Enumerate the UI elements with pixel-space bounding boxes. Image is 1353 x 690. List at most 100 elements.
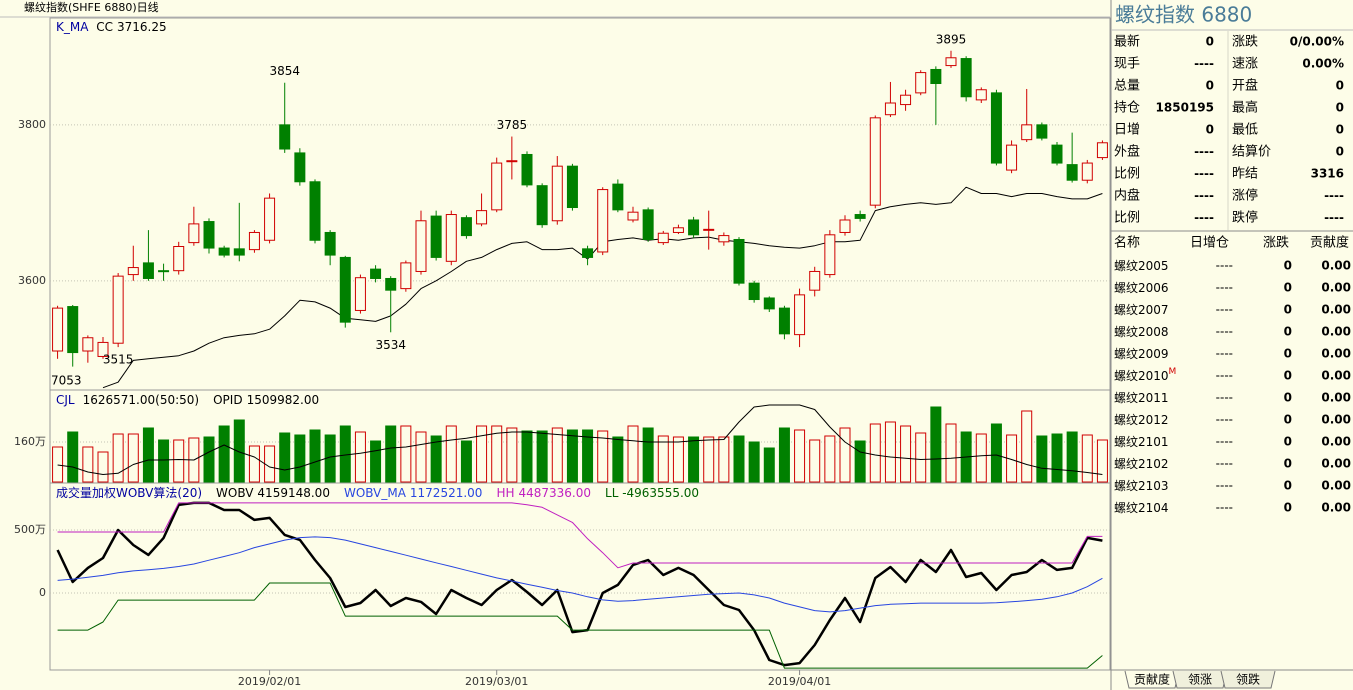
candle-body xyxy=(82,337,94,352)
candle-body xyxy=(597,189,609,253)
candle-body xyxy=(354,277,366,311)
volume-bar xyxy=(975,433,987,483)
contract-oi: ---- xyxy=(1216,369,1233,383)
volume-bar xyxy=(415,431,427,483)
contract-name-text: 螺纹2007 xyxy=(1114,303,1169,317)
date-label: 2019/04/01 xyxy=(768,675,831,688)
candle-body xyxy=(67,306,79,354)
contract-oi: ---- xyxy=(1216,391,1233,405)
candle-body xyxy=(324,231,336,256)
contract-share: 0.00 xyxy=(1321,435,1351,449)
contract-name-text: 螺纹2008 xyxy=(1114,325,1169,339)
candle-body xyxy=(264,197,276,241)
series-readout: -4963555.00 xyxy=(622,486,699,500)
indicator-readout: 1626571.00(50:50) xyxy=(83,393,199,407)
candle-body xyxy=(930,68,942,85)
candle-body xyxy=(400,262,412,290)
panel-header: 成交量加权WOBV算法(20) WOBV 4159148.00 WOBV_MA 1172… xyxy=(56,485,699,500)
extreme-label: 3534 xyxy=(375,338,406,352)
tab[interactable]: 贡献度 xyxy=(1134,672,1170,687)
volume-bar xyxy=(703,436,715,483)
volume-bar xyxy=(1021,410,1033,483)
candle-body xyxy=(975,89,987,101)
tab[interactable]: 领跌 xyxy=(1236,672,1260,687)
candle-body xyxy=(794,294,806,336)
candle-body xyxy=(990,92,1002,164)
candle-body xyxy=(430,215,442,258)
volume-bar xyxy=(718,436,730,483)
series-readout: 4487336.00 xyxy=(518,486,591,500)
quote-label: 昨结 xyxy=(1232,167,1258,182)
ma-readout: 3716.25 xyxy=(117,20,167,34)
indicator-name: K_MA xyxy=(56,20,89,34)
candle-body xyxy=(385,277,397,291)
quote-label: 比例 xyxy=(1114,211,1140,226)
volume-bar xyxy=(945,423,957,483)
contract-name-text: 螺纹2010 xyxy=(1114,369,1169,383)
volume-bar xyxy=(566,429,578,483)
volume-bar xyxy=(627,425,639,483)
volume-bar xyxy=(990,423,1002,483)
quote-value: ---- xyxy=(1194,189,1214,203)
panel-header: CJL 1626571.00(50:50) OPID 1509982.00 xyxy=(56,393,319,407)
extreme-label: 3895 xyxy=(936,32,967,46)
quote-label: 涨停 xyxy=(1232,188,1258,204)
candle-body xyxy=(748,282,760,301)
quote-value: ---- xyxy=(1324,189,1344,203)
contract-name: 螺纹2104 xyxy=(1114,501,1169,515)
candle-body xyxy=(763,297,775,310)
contract-name-text: 螺纹2011 xyxy=(1114,391,1169,405)
volume-bar xyxy=(506,427,518,483)
quote-label: 外盘 xyxy=(1114,144,1140,160)
contract-oi: ---- xyxy=(1216,259,1233,273)
series-readout: 4159148.00 xyxy=(257,486,330,500)
ma-name: CC xyxy=(96,20,113,34)
volume-bar xyxy=(915,432,927,483)
quote-value: 0 xyxy=(1336,101,1344,115)
candle-body xyxy=(824,234,836,276)
candle-body xyxy=(627,211,639,221)
candle-body xyxy=(1036,124,1048,139)
contract-oi: ---- xyxy=(1216,479,1233,493)
quote-value: 0.00% xyxy=(1302,57,1344,71)
candle-body xyxy=(642,209,654,240)
quote-value: ---- xyxy=(1324,211,1344,225)
candle-body xyxy=(672,227,684,233)
series-name: HH xyxy=(496,486,514,500)
tab-shape[interactable] xyxy=(1220,670,1276,689)
volume-bar xyxy=(400,425,412,483)
tab[interactable]: 领涨 xyxy=(1188,672,1212,687)
candle-body xyxy=(915,72,927,94)
contract-change: 0 xyxy=(1284,479,1292,493)
candle-body xyxy=(158,270,170,273)
contract-name: 螺纹2008 xyxy=(1114,325,1169,339)
candle-body xyxy=(460,217,472,237)
volume-bar xyxy=(203,436,215,483)
contract-change: 0 xyxy=(1284,303,1292,317)
candle-body xyxy=(415,220,427,272)
volume-bar xyxy=(430,435,442,483)
column-header: 贡献度 xyxy=(1310,235,1349,251)
quote-value: ---- xyxy=(1194,211,1214,225)
contract-change: 0 xyxy=(1284,259,1292,273)
contract-change: 0 xyxy=(1284,435,1292,449)
contract-name: 螺纹2009 xyxy=(1114,347,1169,361)
line-name: OPID xyxy=(213,393,242,407)
candle-body xyxy=(566,165,578,209)
candle-body xyxy=(869,117,881,206)
indicator-name: CJL xyxy=(56,393,75,407)
volume-bar xyxy=(809,439,821,483)
panel-header: K_MA CC 3716.25 xyxy=(56,20,167,34)
candle-body xyxy=(536,185,548,226)
contract-change: 0 xyxy=(1284,413,1292,427)
y-tick-label: 160万 xyxy=(14,435,46,448)
candle-body xyxy=(582,248,594,258)
volume-bar xyxy=(536,430,548,483)
volume-bar xyxy=(733,435,745,483)
contract-share: 0.00 xyxy=(1321,369,1351,383)
quote-label: 日增 xyxy=(1114,123,1140,138)
candle-body xyxy=(491,162,503,211)
quote-label: 最低 xyxy=(1232,123,1258,138)
candle-body xyxy=(112,275,124,344)
date-label: 2019/02/01 xyxy=(238,675,301,688)
